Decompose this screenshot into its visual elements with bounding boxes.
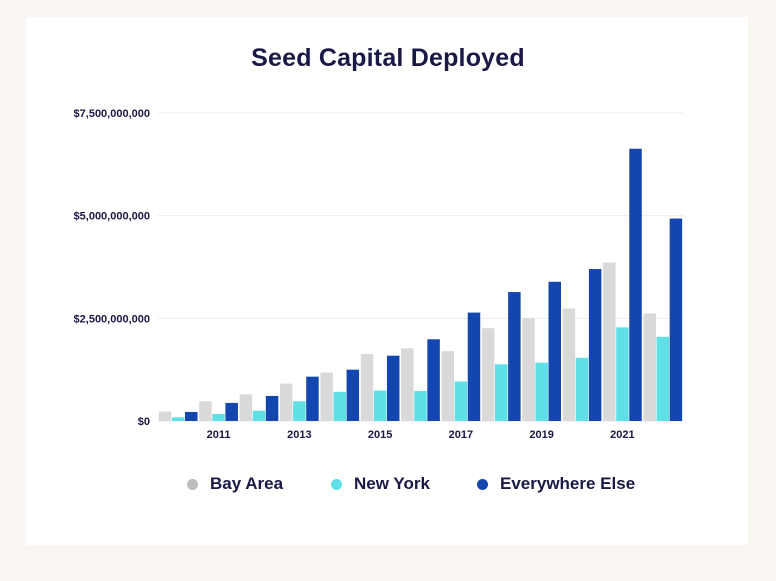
bar-new-york [333,391,346,421]
bar-everywhere-else [346,369,360,421]
legend-swatch-everywhere-else [477,478,488,490]
legend-label-new-york: New York [354,474,430,493]
bar-new-york [171,417,185,421]
bar-bay-area [158,411,172,421]
y-tick-label: $0 [138,416,150,428]
legend-label-everywhere-else: Everywhere Else [500,474,636,493]
x-tick-label: 2015 [368,429,392,441]
chart-title: Seed Capital Deployed [251,44,525,72]
bar-everywhere-else [508,292,521,421]
chart-legend: Bay Area New York Everywhere Else [0,474,776,496]
bar-new-york [495,364,508,421]
bar-bay-area [522,317,535,421]
bar-new-york [656,336,670,421]
bar-everywhere-else [306,376,319,421]
legend-label-bay-area: Bay Area [210,474,284,493]
bar-bay-area [603,262,616,421]
bar-new-york [252,410,266,421]
bar-everywhere-else [185,411,198,421]
bar-bay-area [199,401,212,421]
bar-new-york [535,362,548,421]
bar-everywhere-else [669,218,683,421]
legend-swatch-new-york [331,478,342,490]
bar-new-york [575,357,589,421]
bar-new-york [616,327,629,421]
bar-bay-area [401,348,414,421]
bar-bay-area [360,354,374,421]
legend-item-bay-area: Bay Area [187,474,283,494]
bar-bay-area [481,328,495,421]
bar-everywhere-else [265,395,279,421]
bar-new-york [414,391,427,421]
bar-everywhere-else [588,269,602,421]
bar-new-york [373,390,387,421]
bar-bay-area [441,351,455,421]
x-tick-label: 2021 [610,429,634,441]
x-tick-label: 2019 [529,429,553,441]
bar-new-york [454,381,468,421]
bar-everywhere-else [467,312,481,421]
bar-bay-area [279,383,293,421]
x-tick-label: 2017 [449,429,473,441]
bar-everywhere-else [386,355,400,421]
bar-everywhere-else [225,402,238,421]
legend-swatch-bay-area [187,478,198,490]
bar-everywhere-else [548,281,562,421]
x-tick-label: 2011 [207,429,231,441]
bar-bay-area [239,394,253,421]
legend-item-new-york: New York [331,474,430,494]
y-tick-label: $7,500,000,000 [74,108,150,120]
bar-everywhere-else [629,148,642,421]
x-tick-label: 2013 [287,429,311,441]
bar-bay-area [320,372,333,421]
chart-card [26,17,748,545]
y-tick-label: $5,000,000,000 [74,211,150,223]
legend-item-everywhere-else: Everywhere Else [477,474,635,494]
y-tick-label: $2,500,000,000 [74,313,150,325]
bar-everywhere-else [427,339,440,421]
bar-bay-area [643,313,656,421]
bar-new-york [212,414,225,421]
bar-bay-area [562,308,576,421]
bar-new-york [293,401,306,421]
